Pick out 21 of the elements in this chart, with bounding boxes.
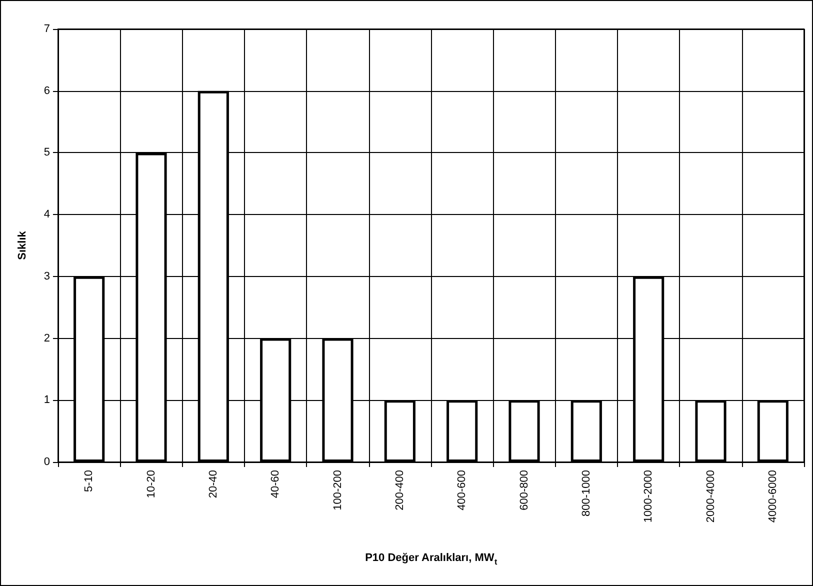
x-tick-label: 400-600	[456, 470, 468, 510]
x-tick-label: 40-60	[270, 470, 282, 498]
x-tick-label: 200-400	[394, 470, 406, 510]
x-tick-label: 800-1000	[580, 470, 592, 516]
y-tick-label: 0	[44, 456, 50, 468]
x-tick-label: 20-40	[207, 470, 220, 498]
y-tick-label: 3	[44, 270, 50, 282]
y-tick-label: 7	[44, 23, 50, 35]
x-tick-label: 4000-6000	[766, 470, 779, 523]
y-tick-label: 6	[44, 84, 50, 97]
x-tick-label: 100-200	[332, 470, 344, 510]
x-tick-label: 5-10	[83, 470, 96, 492]
x-tick-label: 600-800	[518, 470, 530, 510]
y-tick-label: 5	[44, 146, 50, 159]
y-tick-label: 2	[44, 332, 50, 344]
x-tick-label: 10-20	[145, 470, 158, 498]
y-axis-title: Sıklık	[16, 230, 28, 260]
x-tick-label: 1000-2000	[642, 470, 655, 523]
x-tick-label: 2000-4000	[704, 470, 717, 523]
y-tick-label: 1	[44, 394, 50, 406]
y-tick-label: 4	[44, 208, 50, 221]
